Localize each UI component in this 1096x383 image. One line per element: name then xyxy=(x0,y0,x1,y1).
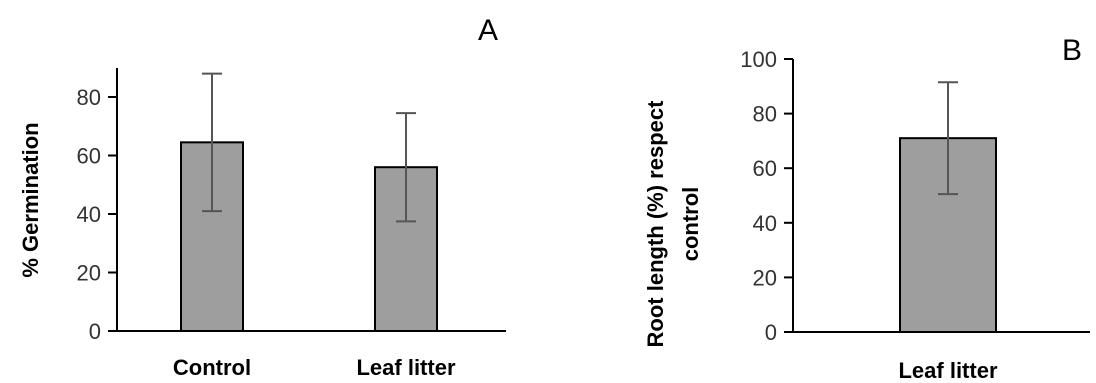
panel-a-y-tick-label: 0 xyxy=(89,319,101,344)
panel-a-axes xyxy=(116,68,506,332)
panel-b-category-labels: Leaf litter xyxy=(898,358,997,383)
panel-a-letter: A xyxy=(478,14,498,47)
panel-a-y-tick-label: 40 xyxy=(77,202,101,227)
panel-b-y-tick-label: 20 xyxy=(753,265,777,290)
panel-a-bars xyxy=(180,141,438,332)
panel-b-y-tick-label: 100 xyxy=(740,47,777,72)
panel-a-y-tick-label: 80 xyxy=(77,85,101,110)
category-label: Leaf litter xyxy=(898,358,997,383)
panel-b-y-axis-title-line1: Root length (%) respect xyxy=(643,100,668,348)
panel-b-y-tick-label: 80 xyxy=(753,102,777,127)
panel-b-y-tick-label: 60 xyxy=(753,156,777,181)
panel-b-error-bars xyxy=(938,81,958,196)
category-label: Leaf litter xyxy=(356,355,455,380)
panel-a-y-tick-label: 20 xyxy=(77,261,101,286)
panel-a-category-labels: Control Leaf litter xyxy=(173,355,456,380)
panel-a-y-axis-title: % Germination xyxy=(18,122,43,277)
panel-b-letter: B xyxy=(1062,34,1082,67)
panel-b-y-axis-title-line2: control xyxy=(678,187,703,262)
panel-b-y-tick-label: 40 xyxy=(753,211,777,236)
panel-a-error-bars xyxy=(202,72,416,223)
panel-a-y-ticks: 0 20 40 60 80 xyxy=(77,85,117,344)
panel-b: B Root length (%) respect control 0 20 40 6… xyxy=(643,34,1090,383)
panel-b-y-tick-label: 0 xyxy=(765,320,777,345)
panel-a-y-tick-label: 60 xyxy=(77,144,101,169)
panel-b-y-ticks: 0 20 40 60 80 100 xyxy=(740,47,793,345)
category-label: Control xyxy=(173,355,251,380)
panel-a: A % Germination 0 20 40 60 80 Control Leaf li… xyxy=(18,14,506,380)
